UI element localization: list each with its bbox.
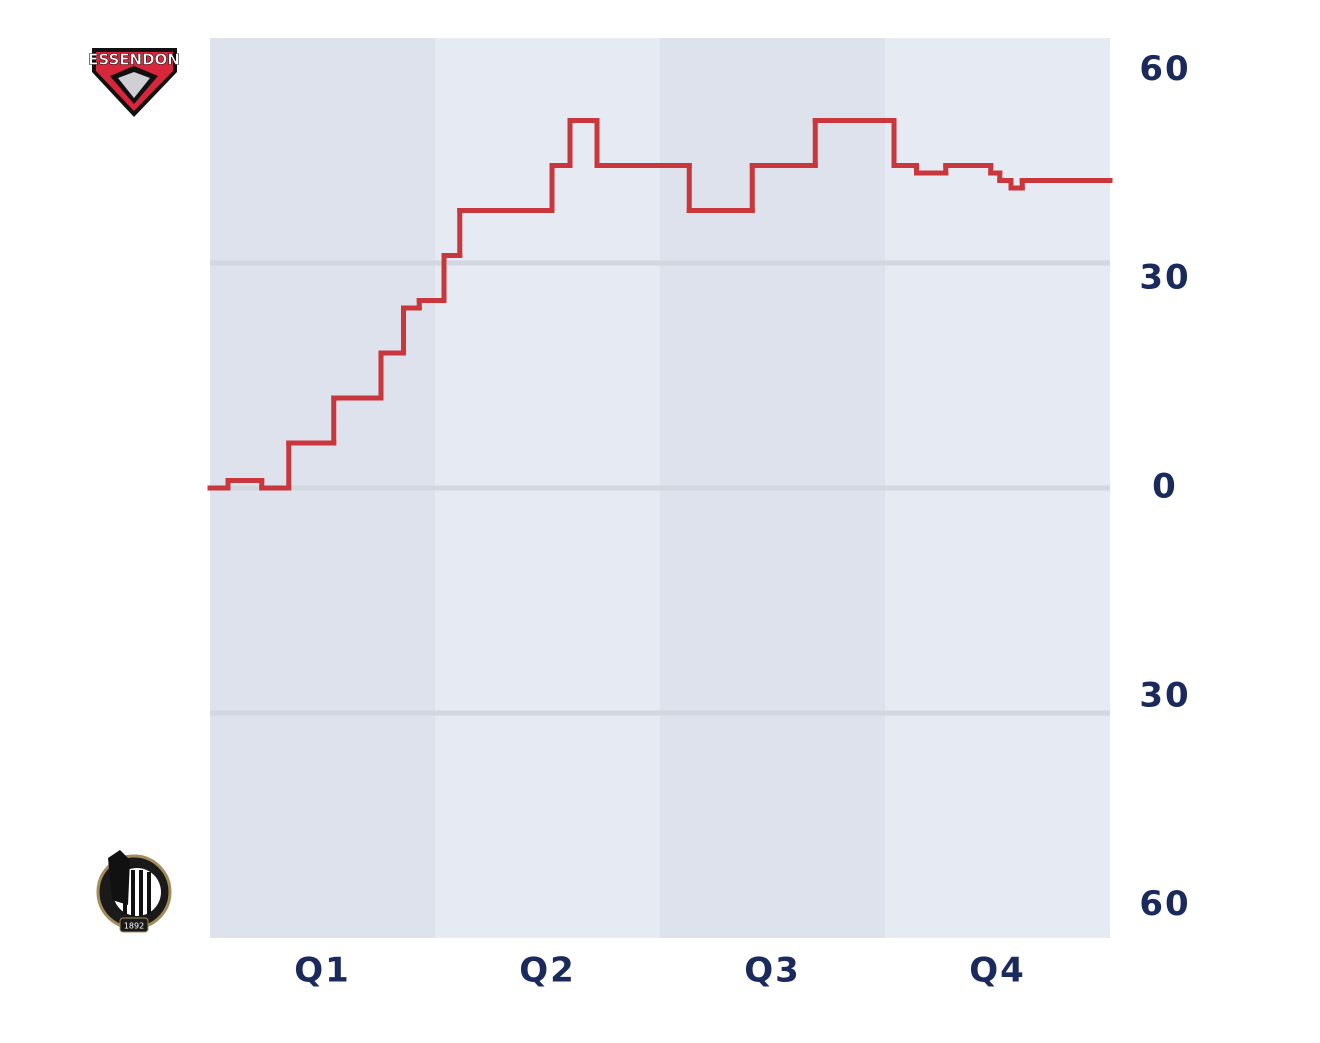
y-tick-label: 60: [1139, 49, 1190, 89]
x-tick-label: Q4: [969, 951, 1026, 991]
logo-text: ESSENDON: [88, 51, 180, 69]
collingwood-logo: 1892: [96, 850, 172, 933]
x-tick-label: Q1: [294, 951, 351, 991]
y-tick-label: 60: [1139, 884, 1190, 924]
y-tick-label: 0: [1152, 467, 1178, 507]
logo-text: 1892: [124, 922, 144, 931]
y-tick-label: 30: [1139, 675, 1190, 715]
x-tick-label: Q2: [519, 951, 576, 991]
essendon-logo: ESSENDON: [88, 48, 180, 117]
y-tick-label: 30: [1139, 258, 1190, 298]
x-tick-label: Q3: [744, 951, 801, 991]
